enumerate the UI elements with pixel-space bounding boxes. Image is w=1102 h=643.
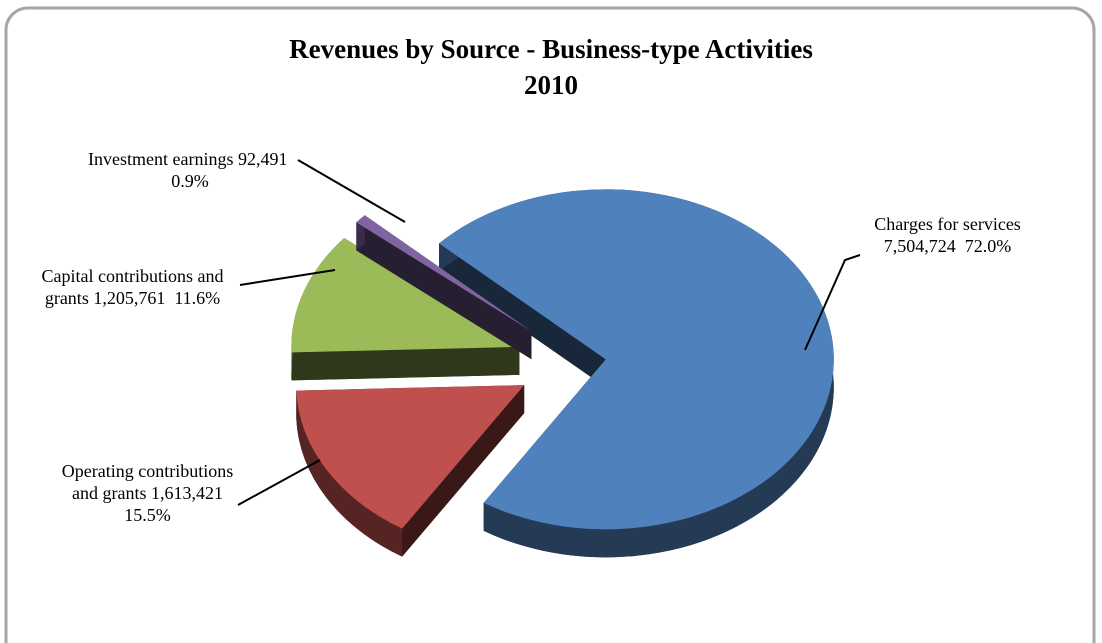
slice-label: Charges for services 7,504,724 72.0% — [835, 213, 1060, 257]
category-label: Capital contributions and grants — [41, 266, 224, 308]
slice — [291, 238, 520, 353]
category-label: Charges for services — [874, 214, 1021, 234]
percent-label: 72.0% — [964, 236, 1012, 256]
slice-wall — [439, 243, 606, 388]
slice-wall — [402, 385, 525, 557]
category-label: Operating contributions and grants — [61, 461, 234, 503]
slice-label: Investment earnings 92,491 0.9% — [80, 148, 300, 192]
value-label: 1,205,761 — [93, 288, 166, 308]
leader-line — [239, 269, 336, 286]
leader-line — [804, 254, 861, 351]
value-label: 1,613,421 — [150, 483, 223, 503]
slice-label: Operating contributions and grants 1,613… — [55, 460, 240, 526]
percent-label: 11.6% — [174, 288, 221, 308]
slice — [439, 189, 834, 530]
slice-wall — [291, 346, 520, 381]
slice — [296, 385, 525, 529]
percent-label: 0.9% — [171, 171, 209, 191]
slice-side — [296, 390, 403, 557]
chart-subtitle: 2010 — [524, 70, 578, 100]
leader-line — [297, 159, 406, 223]
chart-title: Revenues by Source - Business-type Activ… — [289, 34, 813, 64]
leader-line — [237, 459, 321, 506]
slice-label: Capital contributions and grants 1,205,7… — [25, 265, 240, 309]
value-label: 7,504,724 — [883, 236, 956, 256]
slice — [356, 215, 532, 332]
percent-label: 15.5% — [124, 505, 171, 525]
value-label: 92,491 — [237, 149, 288, 169]
category-label: Investment earnings — [88, 149, 234, 169]
pie — [291, 189, 834, 558]
